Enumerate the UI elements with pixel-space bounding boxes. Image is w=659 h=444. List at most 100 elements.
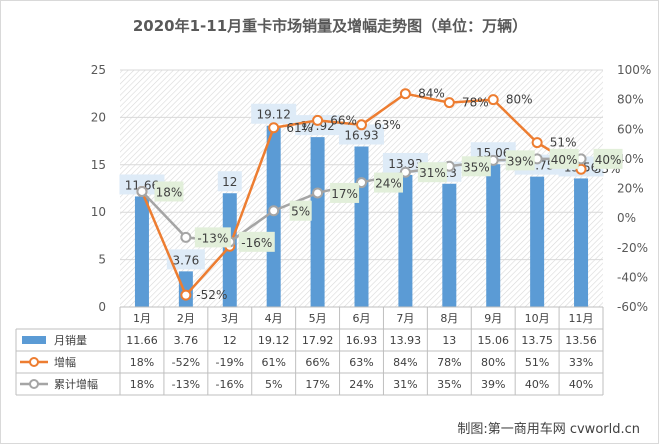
growth-point [268, 122, 280, 134]
chart-title: 2020年1-11月重卡市场销量及增幅走势图（单位：万辆） [133, 17, 527, 35]
right-tick-label: 60% [617, 122, 644, 136]
legend-entry: 月销量 [54, 333, 87, 347]
cumulative-label-box [289, 200, 312, 221]
bar-label-box [166, 249, 205, 270]
right-tick-label: 0% [617, 211, 636, 225]
cumulative-point [356, 177, 367, 189]
growth-value-label: 61% [286, 121, 313, 135]
growth-point [487, 94, 499, 106]
growth-value-label: 78% [462, 96, 489, 110]
bar-label-box [119, 174, 165, 195]
table-cell: 66% [305, 356, 329, 369]
table-cell: 80% [481, 356, 505, 369]
cumulative-value-label: -16% [241, 236, 272, 250]
cumulative-value-label: 17% [331, 187, 358, 201]
growth-value-label: 66% [330, 113, 357, 127]
cumulative-value-label: 40% [595, 153, 622, 167]
table-cell: 78% [437, 356, 461, 369]
legend-entry: 增幅 [54, 355, 76, 369]
left-tick-label: 0 [98, 300, 106, 314]
bar-value-label: 3.76 [173, 253, 200, 267]
growth-point [312, 114, 324, 126]
table-cell: 19.12 [258, 334, 290, 347]
legend-marker [29, 357, 39, 367]
category-label: 7月 [396, 312, 414, 325]
cumulative-point [399, 166, 411, 178]
cumulative-value-label: -13% [197, 231, 228, 245]
right-axis: -60% -40% -20% 0% 20% 40% 60% 80% 100% [617, 63, 651, 314]
table-cell: 13.56 [565, 334, 597, 347]
table-cell: 18% [130, 356, 154, 369]
legend-entry: 累计增幅 [54, 377, 98, 391]
bar [266, 125, 281, 307]
right-tick-label: -60% [617, 300, 648, 314]
cumulative-point [312, 187, 324, 199]
growth-point [180, 289, 192, 301]
cumulative-point [136, 185, 148, 197]
cumulative-label-box [154, 181, 184, 202]
table-cell: -52% [172, 356, 200, 369]
bar-label-box [217, 171, 242, 192]
left-tick-label: 25 [91, 63, 106, 77]
bar-value-label: 19.12 [257, 108, 291, 122]
table-cell: 40% [569, 378, 593, 391]
table-cell: 3.76 [174, 334, 199, 347]
cumulative-label-box [238, 231, 275, 252]
growth-point [356, 119, 367, 131]
left-axis: 0 5 10 15 20 25 [91, 63, 106, 314]
category-label: 5月 [309, 312, 327, 325]
cumulative-value-label: 5% [291, 205, 310, 219]
right-tick-label: 20% [617, 182, 644, 196]
growth-value-label: 84% [418, 87, 445, 101]
legend-bar-swatch [22, 336, 46, 344]
table-cell: -16% [216, 378, 244, 391]
category-label: 9月 [484, 312, 502, 325]
cumulative-label-box [417, 162, 447, 183]
table-cell: 13.75 [521, 334, 553, 347]
left-tick-label: 20 [91, 110, 106, 124]
cumulative-value-label: 35% [463, 160, 490, 174]
bar-label-box [251, 103, 297, 124]
table-cell: 40% [525, 378, 549, 391]
bar [574, 178, 589, 307]
growth-point [443, 97, 455, 109]
cumulative-value-label: 24% [375, 177, 402, 191]
category-label: 8月 [440, 312, 458, 325]
table-cell: 24% [349, 378, 373, 391]
bar [486, 164, 501, 307]
table-cell: 35% [437, 378, 461, 391]
table-cell: 15.06 [477, 334, 509, 347]
table-cell: 5% [265, 378, 282, 391]
bar-label-box [382, 152, 428, 173]
table-cell: 12 [223, 334, 237, 347]
table-cell: -19% [216, 356, 244, 369]
left-tick-label: 10 [91, 205, 106, 219]
bar [530, 176, 545, 307]
cumulative-point [268, 205, 280, 217]
source-credit: 制图:第一商用车网 cvworld.cn [457, 421, 640, 437]
category-label: 11月 [569, 312, 594, 325]
bar-value-label: 12 [222, 175, 237, 189]
table-cell: 84% [393, 356, 417, 369]
table-cell: 17.92 [302, 334, 334, 347]
bar-label-box [339, 124, 384, 145]
table-cell: 31% [393, 378, 417, 391]
growth-point [399, 88, 411, 100]
category-label: 10月 [525, 312, 550, 325]
legend-marker [29, 379, 39, 389]
cumulative-value-label: 39% [507, 154, 534, 168]
right-tick-label: -20% [617, 241, 648, 255]
cumulative-label-box [549, 148, 579, 169]
table-cell: 63% [349, 356, 373, 369]
growth-point [531, 137, 543, 149]
cumulative-label-box [461, 156, 491, 177]
category-label: 4月 [265, 312, 283, 325]
table-cell: -13% [172, 378, 200, 391]
bar [310, 137, 325, 307]
cumulative-label-box [593, 148, 623, 169]
table-cell: 16.93 [346, 334, 378, 347]
growth-value-label: 80% [506, 93, 533, 107]
cumulative-label-box [194, 227, 231, 248]
table-cell: 11.66 [126, 334, 158, 347]
